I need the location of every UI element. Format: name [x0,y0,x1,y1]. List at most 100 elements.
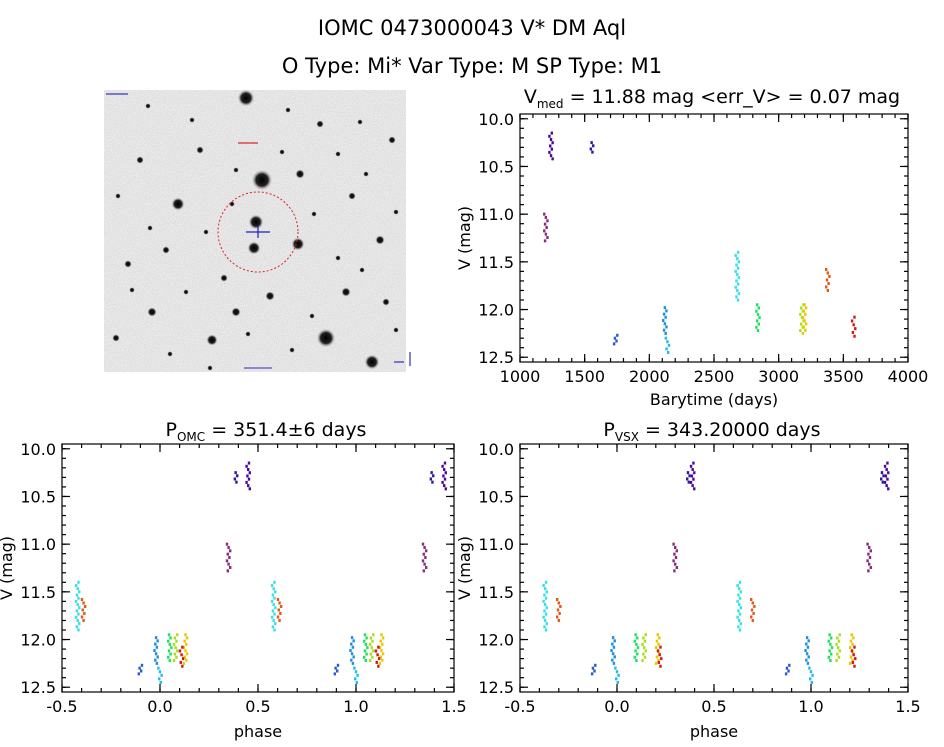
data-point [852,636,855,640]
data-point [274,590,277,594]
data-point [617,673,620,677]
data-point [868,556,872,560]
data-point [76,603,79,607]
data-point [736,266,740,270]
star-4 [291,237,305,251]
data-point [737,609,740,613]
y-tick-label: 10.5 [478,487,514,506]
data-point [167,655,170,659]
data-point [351,645,355,649]
data-point [593,669,596,673]
data-point [849,655,853,659]
data-point [270,615,274,619]
x-tick-label: -0.5 [504,697,535,716]
data-point [543,222,547,226]
data-point [351,661,355,665]
data-point [851,658,854,662]
data-point [616,333,619,337]
data-point [550,131,554,135]
data-point [654,645,658,649]
data-point [82,618,85,622]
star-18 [196,146,204,154]
star-1 [251,169,273,191]
data-point [172,642,176,646]
data-point [544,587,547,591]
data-point [825,278,829,282]
data-point [184,649,187,653]
data-point [887,471,890,475]
data-point [246,474,249,478]
data-point [543,229,546,233]
data-point [615,677,618,681]
data-point [837,639,841,643]
data-point [827,281,830,285]
star-6 [316,328,336,348]
data-point [546,236,549,240]
x-tick-label: 1000 [500,367,541,386]
data-point [883,464,887,468]
x-tick-label: 2500 [694,367,735,386]
data-point [664,315,667,319]
plot-frame [519,113,909,363]
data-point [614,666,617,670]
data-point [804,306,808,310]
data-point [545,590,549,594]
data-point [689,464,693,468]
data-point [737,276,741,280]
data-point [545,226,548,230]
data-point [736,615,739,619]
data-point [245,464,248,468]
y-tick-label: 11.5 [478,253,514,272]
data-point [542,599,545,603]
data-point [739,590,743,594]
star-43 [393,327,399,333]
data-point [611,658,614,662]
star-28 [335,151,341,157]
star-24 [112,334,120,342]
data-point [838,633,841,637]
data-point [612,661,616,665]
data-point [665,309,668,313]
data-point [167,633,171,637]
y-tick-label: 11.5 [478,583,514,602]
data-point [826,271,830,275]
data-point [558,611,561,615]
data-point [655,639,659,643]
data-point [657,658,660,662]
data-point [430,471,433,475]
data-point [441,464,444,468]
data-point [363,639,366,643]
data-point [662,319,665,323]
data-point [425,566,428,570]
data-point [333,672,336,676]
data-point [229,566,232,570]
star-0 [237,89,255,107]
data-point [850,649,854,653]
plot-frame [519,443,909,693]
data-point [738,580,742,584]
data-point [828,274,831,278]
star-39 [207,365,213,371]
data-point [613,655,616,659]
data-point [739,606,743,610]
data-point [272,603,275,607]
data-point [674,556,678,560]
data-point [657,660,661,664]
x-tick-label: -0.5 [46,697,77,716]
data-point [805,658,808,662]
data-point [804,328,807,332]
data-point [167,639,170,643]
data-point [734,285,737,289]
data-point [556,615,559,619]
data-point [168,642,171,646]
data-point [685,477,689,481]
data-point [376,653,379,657]
data-point [75,593,79,597]
data-point [181,645,184,649]
data-point [169,636,172,640]
data-point [615,670,619,674]
data-point [158,677,161,681]
star-25 [145,103,151,109]
star-23 [382,298,390,306]
data-point [848,645,852,649]
